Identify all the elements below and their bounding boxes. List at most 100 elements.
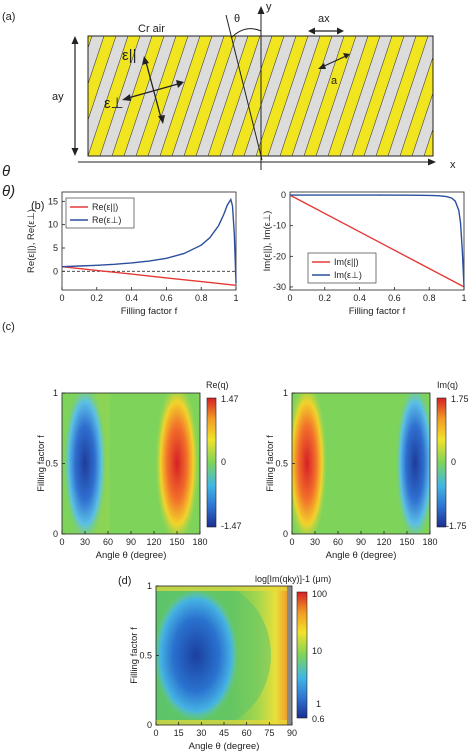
stripe [207,36,261,156]
y-axis-arrow [257,6,265,14]
period-label: a [331,75,338,87]
ay-label: ay [52,91,64,103]
x-axis-title: Filling factor f [349,306,406,317]
chart-b-right: 0 0.2 0.4 0.6 0.8 1 0 -10 -20 -30 Filling factor f… [262,190,467,317]
heatmap-top-edge [156,586,292,591]
x-axis-arrow [428,158,436,166]
x-tick-label: 30 [80,537,90,547]
y-tick-label: -20 [273,251,286,261]
x-tick-label: 30 [196,728,206,738]
plot-frame [61,191,237,291]
tilt-line [225,14,263,161]
y-tick-label: 0 [53,266,58,276]
heatmap-lobe-positive [292,393,327,534]
heatmap-lobe-negative [63,393,107,534]
stripe [327,36,381,156]
panel-label-a: (a) [2,11,15,23]
legend-label: Im(ε⊥) [334,270,362,280]
series-line [61,266,237,286]
eps-perp-arrow-head-right [176,80,184,88]
theta-label: θ [234,13,240,25]
stripe [423,128,433,156]
heatmap-c-right [291,392,431,535]
series-line [289,194,465,288]
x-tick-label: 180 [192,537,207,547]
stripe [375,36,429,156]
legend-label: Im(ε||) [334,257,359,267]
x-axis-title: Angle θ (degree) [96,550,167,561]
stripe [448,36,474,156]
legend-box [65,197,135,229]
y-tick-label: 10 [48,220,58,230]
heatmap-lobe-positive [155,393,199,534]
colorbar-d-label-10: 10 [312,646,322,656]
colorbar-c-right-mid: 0 [451,457,456,467]
period-arrow [321,55,347,68]
stripe [183,36,237,156]
eps-par-arrow-head-top [142,56,149,65]
y-tick-label: 0 [147,720,152,730]
colorbar-d-title: log[Im(qky)]-1 (μm) [255,574,331,584]
legend-label: Re(ε⊥) [92,215,121,225]
x-tick-label: 90 [126,537,136,547]
x-axis-title: Angle θ (degree) [326,550,397,561]
x-tick-label: 0.8 [195,293,208,303]
stripe [0,36,44,156]
heatmap-low-region [156,589,238,721]
y-tick-label: 1 [53,388,58,398]
x-tick-label: 120 [376,537,391,547]
grating-stripes [0,36,474,156]
ay-arrow-head-bottom [71,148,79,156]
x-tick-label: 120 [146,537,161,547]
colorbar-d-label-100: 100 [312,589,327,599]
colorbar-d-label-06: 0.6 [312,714,325,724]
stripe [0,36,20,156]
colorbar-c-left-max: 1.47 [221,394,239,404]
eps-perp-arrow-head-left [122,94,131,101]
axes-d: 0 15 30 45 60 75 90 0 0.5 1 Angle θ (degree) Fillin… [129,581,297,752]
x-axis-title: Filling factor f [121,306,178,317]
colorbar-c-right-min: -1.75 [446,521,467,531]
y-tick-label: 1 [283,388,288,398]
x-tick-label: 150 [169,537,184,547]
legend-box [307,252,377,284]
x-tick-label: 0 [287,293,292,303]
y-tick-label: 0.5 [139,651,152,661]
colorbar-c-right-max: 1.75 [451,394,469,404]
stripe [159,36,213,156]
x-tick-label: 30 [310,537,320,547]
x-tick-label: 90 [356,537,366,547]
colorbar-c-right [436,397,447,528]
colorbar-d [296,591,308,719]
x-tick-label: 0.4 [125,293,138,303]
eps-perp-arrow [127,83,179,99]
eps-par-label: ε|| [122,47,136,64]
stripe [111,36,165,156]
panel-label-c: (c) [2,321,15,333]
y-tick-label: -30 [273,282,286,292]
margin-text-2: θ) [2,183,15,200]
x-tick-label: 0.8 [423,293,436,303]
period-arrow-head-left [318,63,326,69]
period-arrow-head-right [343,53,350,59]
stripe [88,36,117,121]
heatmap-undefined-edge [287,586,292,725]
x-tick-label: 0 [59,537,64,547]
y-axis-title: Filling factor f [129,627,140,684]
theta-arc [230,28,262,39]
x-tick-label: 60 [242,728,252,738]
cr-air-label: Cr air [138,23,165,35]
stripe [88,36,93,49]
x-tick-label: 1 [461,293,466,303]
x-tick-label: 0 [59,293,64,303]
x-tick-label: 150 [399,537,414,547]
y-tick-label: 15 [48,196,58,206]
x-tick-label: 0 [289,537,294,547]
eps-par-arrow-head-bottom [158,115,165,124]
colorbar-d-label-1: 1 [316,699,321,709]
y-axis-title: Filling factor f [36,435,47,492]
panel-label-d: (d) [118,575,131,587]
x-tick-label: 0 [153,728,158,738]
